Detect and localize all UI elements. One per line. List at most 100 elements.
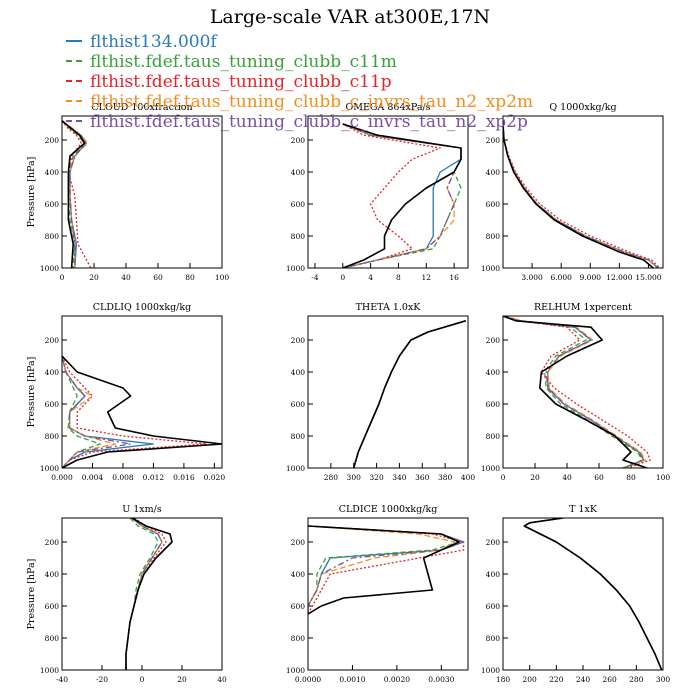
x-tick-label-2-0: 3.000 <box>521 273 543 282</box>
y-tick-label-0-3: 800 <box>45 232 60 241</box>
series-line-7-4 <box>308 525 465 614</box>
series-line-1-4 <box>342 123 462 268</box>
y-tick-label-1-2: 600 <box>291 200 306 209</box>
series-line-5-3 <box>503 316 647 468</box>
x-tick-label-8-6: 300 <box>656 675 671 684</box>
x-tick-label-6-1: -20 <box>96 675 108 684</box>
series-line-0-1 <box>62 120 86 268</box>
y-tick-label-5-1: 400 <box>486 368 501 377</box>
panel-frame-2 <box>502 115 664 269</box>
legend-label-3: flthist.fdef.taus_tuning_clubb_c_invrs_t… <box>90 92 534 112</box>
y-tick-label-4-4: 1000 <box>286 464 305 473</box>
x-tick-label-5-2: 40 <box>562 473 572 482</box>
y-tick-label-5-0: 200 <box>486 336 501 345</box>
y-tick-label-2-0: 200 <box>486 136 501 145</box>
y-tick-label-4-2: 600 <box>291 400 306 409</box>
x-tick-label-8-4: 260 <box>603 675 618 684</box>
baseline-line-6 <box>125 518 173 670</box>
panel-frame-5 <box>502 315 664 469</box>
x-tick-label-8-0: 180 <box>496 675 511 684</box>
panel-title-0: CLOUD 100xfraction <box>91 102 192 113</box>
legend-swatch-2 <box>66 79 82 82</box>
x-tick-label-4-4: 360 <box>415 473 430 482</box>
y-tick-label-8-3: 800 <box>486 634 501 643</box>
x-tick-label-7-0: 0.0000 <box>295 675 321 684</box>
x-tick-label-8-1: 200 <box>523 675 538 684</box>
y-tick-label-4-1: 400 <box>291 368 306 377</box>
baseline-line-7 <box>308 525 460 615</box>
y-axis-label-0: Pressure [hPa] <box>26 157 37 228</box>
y-tick-label-0-4: 1000 <box>40 264 59 273</box>
y-tick-label-5-4: 1000 <box>481 464 500 473</box>
x-tick-label-5-4: 80 <box>626 473 636 482</box>
series-line-7-0 <box>308 525 465 614</box>
x-tick-label-0-2: 40 <box>121 273 131 282</box>
y-tick-label-7-1: 400 <box>291 570 306 579</box>
series-line-7-3 <box>308 525 456 614</box>
x-tick-label-4-6: 400 <box>461 473 476 482</box>
x-tick-label-2-4: 15.000 <box>635 273 661 282</box>
x-tick-label-0-3: 60 <box>153 273 163 282</box>
x-tick-label-8-3: 240 <box>576 675 591 684</box>
series-line-6-3 <box>125 518 163 670</box>
legend-label-2: flthist.fdef.taus_tuning_clubb_c11p <box>90 72 392 92</box>
panel-title-5: RELHUM 1xpercent <box>534 302 632 313</box>
series-line-2-1 <box>503 123 659 268</box>
series-line-7-2 <box>308 525 465 615</box>
baseline-line-5 <box>503 316 648 468</box>
panel-frame-7 <box>307 517 469 671</box>
y-tick-label-7-2: 600 <box>291 602 306 611</box>
panel-3: CLDLIQ 1000xkg/kg Pressure [hPa] 0.000 0.00… <box>26 302 225 482</box>
panel-5: RELHUM 1xpercent 0 20 40 60 80 100 200 400 600 800… <box>481 302 670 482</box>
x-tick-label-2-3: 12.000 <box>606 273 632 282</box>
panel-title-3: CLDLIQ 1000xkg/kg <box>93 302 191 313</box>
y-tick-label-5-2: 600 <box>486 400 501 409</box>
legend-item-3: flthist.fdef.taus_tuning_clubb_c_invrs_t… <box>66 92 533 112</box>
series-line-7-1 <box>308 525 460 614</box>
x-tick-label-3-3: 0.012 <box>143 473 165 482</box>
series-line-8-4 <box>523 518 663 670</box>
y-tick-label-7-0: 200 <box>291 538 306 547</box>
panel-frame-8 <box>502 517 664 671</box>
series-line-6-4 <box>125 518 163 670</box>
panel-title-6: U 1xm/s <box>122 504 162 515</box>
series-line-3-1 <box>62 355 101 468</box>
x-tick-label-3-5: 0.020 <box>204 473 226 482</box>
y-axis-label-6: Pressure [hPa] <box>26 559 37 630</box>
y-tick-label-1-0: 200 <box>291 136 306 145</box>
legend-item-2: flthist.fdef.taus_tuning_clubb_c11p <box>66 72 533 92</box>
legend-label-0: flthist134.000f <box>90 32 217 52</box>
series-line-8-3 <box>523 518 663 670</box>
legend-swatch-0 <box>66 39 82 42</box>
panel-0: CLOUD 100xfraction Pressure [hPa] 0 20 40 60 8… <box>26 102 229 282</box>
y-tick-label-6-4: 1000 <box>40 666 59 675</box>
series-line-8-2 <box>523 518 663 670</box>
x-tick-label-7-3: 0.0030 <box>428 675 454 684</box>
legend-swatch-1 <box>66 59 82 62</box>
series-line-3-4 <box>62 355 132 468</box>
x-tick-label-1-1: 0 <box>340 273 345 282</box>
series-line-6-2 <box>125 518 167 670</box>
panel-frame-3 <box>61 315 223 469</box>
panel-2: Q 1000xkg/kg 3.000 6.000 9.000 12.000 15.000 2… <box>481 102 664 282</box>
y-tick-label-5-3: 800 <box>486 432 501 441</box>
x-tick-label-4-3: 340 <box>392 473 407 482</box>
series-line-2-4 <box>503 123 659 268</box>
legend-label-1: flthist.fdef.taus_tuning_clubb_c11m <box>90 52 397 72</box>
baseline-line-2 <box>503 123 654 268</box>
panel-4: THETA 1.0xK 280 300 320 340 360 380 400 200 400 60… <box>286 302 475 482</box>
panel-title-8: T 1xK <box>569 504 598 515</box>
panel-7: CLDICE 1000xkg/kg 0.0000 0.0010 0.0020 0.003… <box>286 504 469 684</box>
x-tick-label-4-1: 300 <box>347 473 362 482</box>
legend-label-4: flthist.fdef.taus_tuning_clubb_c_invrs_t… <box>90 112 528 132</box>
x-tick-label-5-0: 0 <box>501 473 506 482</box>
y-tick-label-6-0: 200 <box>45 538 60 547</box>
y-tick-label-4-3: 800 <box>291 432 306 441</box>
x-tick-label-0-4: 80 <box>185 273 195 282</box>
x-tick-label-2-1: 6.000 <box>550 273 572 282</box>
x-tick-label-3-0: 0.000 <box>51 473 73 482</box>
series-line-5-1 <box>503 316 643 468</box>
x-tick-label-7-2: 0.0020 <box>384 675 410 684</box>
